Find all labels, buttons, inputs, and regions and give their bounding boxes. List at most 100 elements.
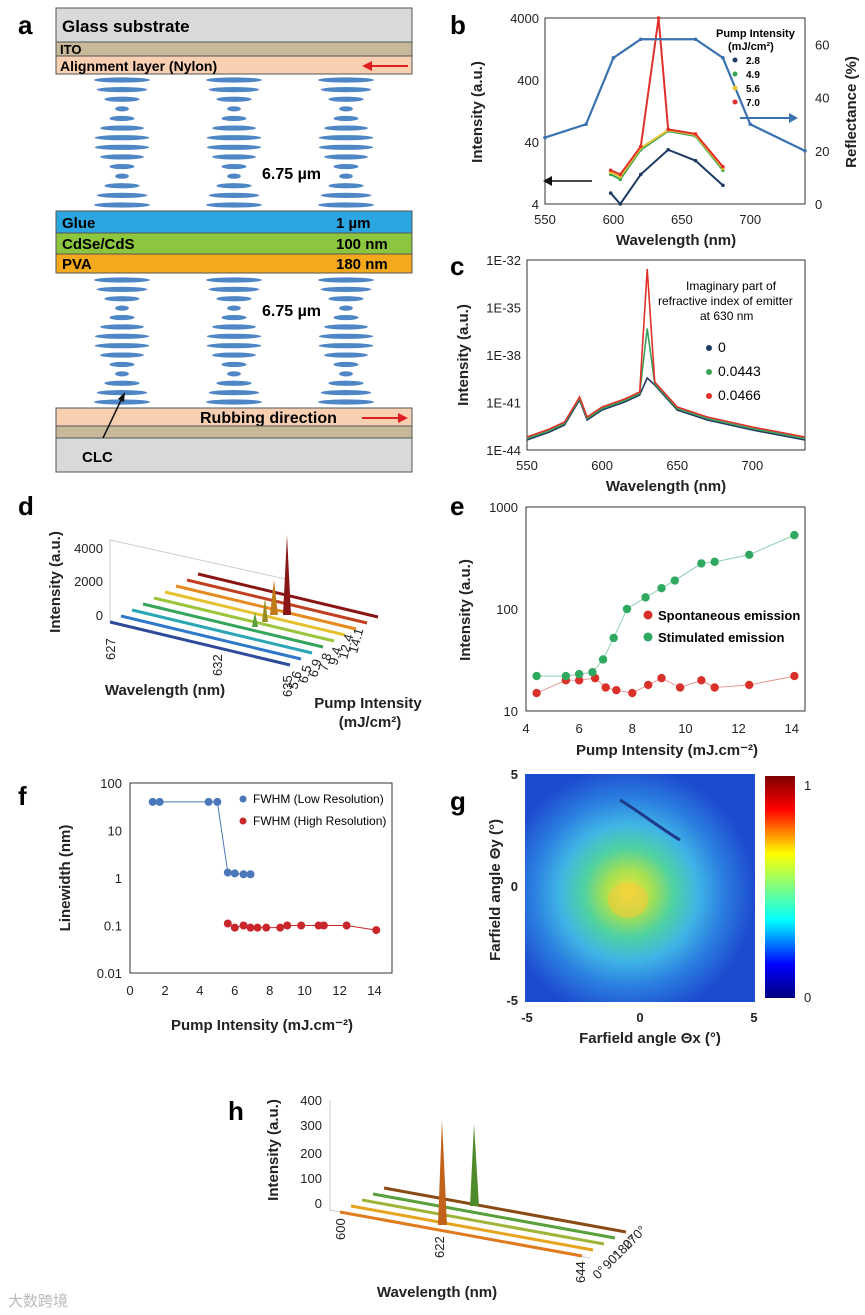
panel-label-a: a bbox=[18, 10, 33, 40]
lc-molecule bbox=[100, 352, 144, 358]
panel-label-e: e bbox=[450, 491, 464, 521]
f-y-tick: 0.1 bbox=[104, 919, 122, 934]
e-legend-item: Stimulated emission bbox=[658, 630, 784, 645]
f-x-tick: 4 bbox=[196, 983, 203, 998]
c-x-tick: 550 bbox=[516, 458, 538, 473]
b-x-tick: 700 bbox=[739, 212, 761, 227]
c-x-label: Wavelength (nm) bbox=[606, 478, 726, 495]
b-series-4.9 bbox=[610, 130, 724, 181]
clc-helix-top bbox=[94, 77, 374, 208]
b-y2-tick: 20 bbox=[815, 144, 829, 159]
f-point bbox=[253, 923, 262, 932]
lc-molecule bbox=[206, 343, 262, 349]
lc-molecule bbox=[227, 106, 241, 112]
lc-molecule bbox=[324, 154, 368, 160]
d-peak bbox=[252, 612, 258, 627]
e-point bbox=[790, 530, 799, 540]
d-y-tick: 4000 bbox=[74, 541, 103, 556]
lc-molecule bbox=[227, 173, 241, 179]
f-legend-marker bbox=[239, 817, 247, 825]
panel-label-d: d bbox=[18, 491, 34, 521]
g-ticks: 5 0 -5-5 0 5 bbox=[506, 767, 757, 1025]
f-point bbox=[319, 921, 328, 930]
f-y-tick: 100 bbox=[100, 776, 122, 791]
e-point bbox=[670, 576, 679, 585]
c-series-0.0443 bbox=[526, 328, 806, 440]
f-point bbox=[230, 923, 239, 932]
g-y-tick: 5 bbox=[511, 767, 518, 782]
h-trace-baseline bbox=[383, 1186, 627, 1234]
f-y-label: Linewidth (nm) bbox=[57, 825, 74, 932]
c-y-label: Intensity (a.u.) bbox=[455, 304, 472, 406]
lc-molecule bbox=[96, 286, 148, 292]
lc-molecule bbox=[320, 286, 372, 292]
lc-molecule bbox=[96, 87, 148, 93]
b-legend-item: 5.6 bbox=[746, 84, 760, 95]
f-y-tick: 0.01 bbox=[97, 966, 122, 981]
f-legend-item: FWHM (High Resolution) bbox=[253, 814, 386, 828]
lc-molecule bbox=[206, 333, 262, 339]
lc-molecule bbox=[227, 305, 241, 311]
d-y-tick: 0 bbox=[96, 608, 103, 623]
lc-molecule bbox=[100, 324, 144, 330]
panel-c: c 1E-32 1E-35 1E-38 1E-41 1E-44 550 600 650 700… bbox=[450, 251, 806, 495]
h-y-tick: 200 bbox=[300, 1146, 322, 1161]
b-x-tick: 600 bbox=[603, 212, 625, 227]
b-point bbox=[611, 56, 616, 60]
b-point bbox=[721, 164, 725, 169]
lc-molecule bbox=[339, 305, 353, 311]
e-point bbox=[628, 688, 637, 698]
lc-molecule bbox=[328, 183, 364, 189]
b-point bbox=[638, 172, 643, 177]
colorbar-max: 1 bbox=[804, 778, 811, 793]
e-point bbox=[710, 683, 719, 692]
b-point bbox=[666, 147, 670, 152]
c-y-tick: 1E-44 bbox=[486, 443, 521, 458]
c-y-tick: 1E-32 bbox=[486, 253, 521, 268]
b-legend-item: 2.8 bbox=[746, 56, 760, 67]
lc-molecule bbox=[320, 192, 372, 198]
lc-molecule bbox=[328, 96, 364, 102]
lc-molecule bbox=[324, 352, 368, 358]
f-point bbox=[239, 921, 248, 930]
e-line bbox=[536, 534, 795, 677]
lc-molecule bbox=[324, 125, 368, 131]
g-x-tick: 0 bbox=[636, 1010, 643, 1025]
b-y-ticks: 4000 400 40 4 bbox=[510, 11, 539, 212]
lc-molecule bbox=[318, 135, 374, 141]
glass-substrate-label: Glass substrate bbox=[62, 17, 190, 36]
g-x-tick: 5 bbox=[750, 1010, 757, 1025]
f-point bbox=[276, 923, 285, 932]
lc-molecule bbox=[333, 314, 359, 321]
lc-molecule bbox=[94, 277, 150, 283]
e-point bbox=[745, 550, 754, 559]
lc-molecule bbox=[212, 154, 256, 160]
e-legend-marker bbox=[643, 610, 653, 620]
f-x-tick: 8 bbox=[266, 983, 273, 998]
e-point bbox=[697, 559, 706, 568]
b-point bbox=[666, 127, 670, 132]
lc-molecule bbox=[216, 296, 252, 302]
lc-molecule bbox=[94, 202, 150, 208]
lc-molecule bbox=[206, 135, 262, 141]
lc-molecule bbox=[221, 314, 247, 321]
f-point bbox=[204, 797, 213, 806]
e-point bbox=[574, 676, 584, 685]
d-x-tick: 627 bbox=[103, 638, 118, 660]
lc-molecule bbox=[318, 399, 374, 405]
f-y-ticks: 100 10 1 0.1 0.01 bbox=[97, 776, 122, 981]
d-trace-baseline bbox=[131, 608, 313, 655]
d-z-label-2: (mJ/cm²) bbox=[339, 714, 402, 731]
f-point bbox=[262, 923, 271, 932]
f-x-tick: 2 bbox=[161, 983, 168, 998]
b-x-label: Wavelength (nm) bbox=[616, 232, 736, 249]
f-x-tick: 6 bbox=[231, 983, 238, 998]
b-point bbox=[608, 191, 613, 195]
g-x-label: Farfield angle Θx (°) bbox=[579, 1030, 721, 1047]
d-peak-max bbox=[283, 535, 291, 615]
lc-molecule bbox=[115, 106, 129, 112]
b-point bbox=[803, 149, 807, 153]
lc-molecule bbox=[109, 163, 135, 170]
